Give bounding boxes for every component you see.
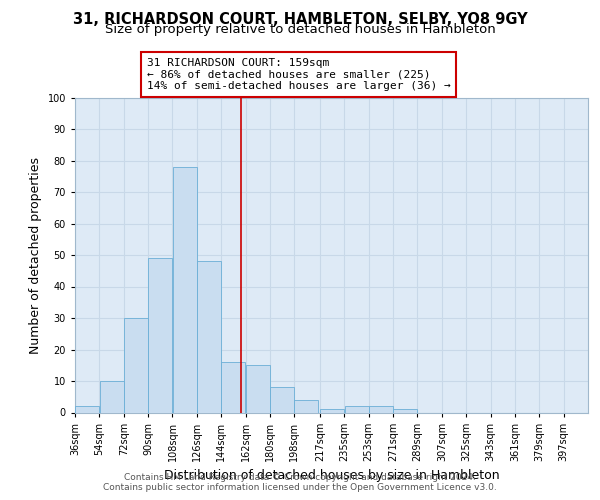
Bar bbox=[393, 410, 417, 412]
Bar bbox=[369, 406, 393, 412]
Bar bbox=[270, 388, 294, 412]
Bar bbox=[173, 167, 197, 412]
Y-axis label: Number of detached properties: Number of detached properties bbox=[29, 156, 42, 354]
Bar bbox=[344, 406, 368, 412]
Bar bbox=[320, 410, 344, 412]
Bar bbox=[124, 318, 148, 412]
Bar bbox=[75, 406, 99, 412]
Bar bbox=[221, 362, 245, 412]
Text: Contains public sector information licensed under the Open Government Licence v3: Contains public sector information licen… bbox=[103, 484, 497, 492]
Bar bbox=[148, 258, 172, 412]
Text: 31 RICHARDSON COURT: 159sqm
← 86% of detached houses are smaller (225)
14% of se: 31 RICHARDSON COURT: 159sqm ← 86% of det… bbox=[147, 58, 451, 91]
Bar bbox=[100, 381, 124, 412]
Text: Size of property relative to detached houses in Hambleton: Size of property relative to detached ho… bbox=[104, 24, 496, 36]
Text: Contains HM Land Registry data © Crown copyright and database right 2024.: Contains HM Land Registry data © Crown c… bbox=[124, 472, 476, 482]
Text: 31, RICHARDSON COURT, HAMBLETON, SELBY, YO8 9GY: 31, RICHARDSON COURT, HAMBLETON, SELBY, … bbox=[73, 12, 527, 28]
Bar bbox=[295, 400, 319, 412]
X-axis label: Distribution of detached houses by size in Hambleton: Distribution of detached houses by size … bbox=[164, 469, 499, 482]
Bar bbox=[197, 262, 221, 412]
Bar bbox=[246, 365, 270, 412]
